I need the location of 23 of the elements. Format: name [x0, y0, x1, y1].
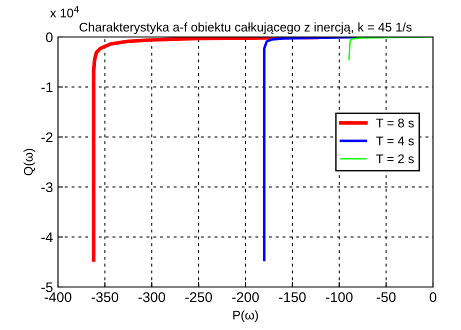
x-tick-label: -150	[279, 292, 306, 302]
y-tick-label: -1	[41, 82, 52, 92]
legend-label: T = 8 s	[376, 118, 414, 128]
x-tick-label: -350	[92, 292, 118, 302]
x-tick-label: -50	[376, 292, 396, 302]
y-tick-label: -5	[41, 282, 53, 292]
legend-label: T = 4 s	[376, 136, 414, 146]
y-tick-label: -3	[41, 182, 53, 192]
x-tick-label: -200	[232, 292, 259, 302]
y-tick-label: 0	[46, 32, 53, 42]
chart-title: Charakterystyka a-f obiektu całkującego z inercją, k = 45 1/s	[80, 22, 412, 34]
x-tick-label: -250	[185, 292, 212, 302]
y-tick-label: -2	[41, 132, 52, 142]
text: x 10$^{4}$	[50, 6, 79, 18]
y-axis-title: Q(ω)	[24, 148, 36, 176]
line-series	[92, 37, 319, 262]
y-tick-label: -4	[41, 232, 53, 242]
x-tick-label: 0	[430, 292, 436, 302]
x-tick-label: -100	[326, 292, 353, 302]
x-tick-label: -300	[138, 292, 166, 302]
x-axis-title: P(ω)	[233, 310, 258, 322]
x-tick-label: -400	[44, 292, 72, 302]
legend-label: T = 2 s	[376, 154, 414, 164]
